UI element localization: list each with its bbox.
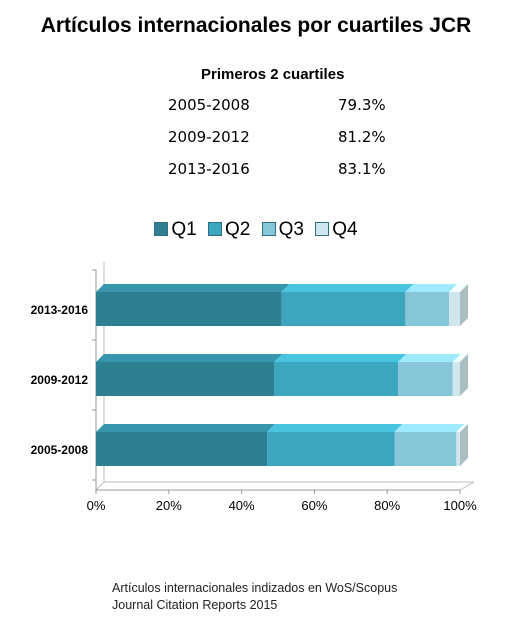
summary-value: 79.3% [338,96,386,114]
bar-top-q3 [394,424,465,432]
summary-row: 2005-2008 79.3% [168,96,428,128]
x-tick-label: 0% [87,498,106,513]
summary-row: 2009-2012 81.2% [168,128,428,160]
footnote: Artículos internacionales indizados en W… [112,580,397,614]
bar-top-q4 [449,284,468,292]
summary-period: 2005-2008 [168,96,250,114]
bar-top-q3 [405,284,458,292]
category-label: 2009-2012 [31,373,89,387]
summary-heading: Primeros 2 cuartiles [201,66,345,83]
bar-segment-q2 [274,362,399,396]
bar-top-q1 [96,354,283,362]
bar-segment-q4 [456,432,460,466]
bar-segment-q1 [96,362,275,396]
legend-label-q3: Q3 [278,219,304,240]
legend-label-q2: Q2 [225,219,251,240]
summary-row: 2013-2016 83.1% [168,160,428,192]
summary-period: 2009-2012 [168,128,250,146]
bar-segment-q2 [281,292,406,326]
bar-segment-q2 [267,432,395,466]
bar-segment-q4 [449,292,460,326]
bar-top-q3 [398,354,461,362]
bar-top-q2 [267,424,403,432]
bar-end-cap [460,424,468,466]
bar-segment-q3 [398,362,453,396]
x-tick-label: 80% [374,498,400,513]
bar-top-q4 [452,354,468,362]
legend-item-q4: Q4 [315,219,358,241]
category-label: 2005-2008 [31,443,89,457]
footnote-line-1: Artículos internacionales indizados en W… [112,581,398,595]
legend-swatch-q2 [208,222,222,236]
bar-top-q1 [96,284,290,292]
bar-end-cap [460,284,468,326]
bar-top-q1 [96,424,276,432]
bar-segment-q4 [452,362,460,396]
footnote-line-2: Journal Citation Reports 2015 [112,598,278,612]
legend-item-q3: Q3 [261,219,304,241]
summary-value: 83.1% [338,160,386,178]
legend-swatch-q4 [315,222,330,236]
summary-period: 2013-2016 [168,160,250,178]
bar-end-cap [460,354,468,396]
legend-label-q4: Q4 [332,219,358,240]
x-tick-label: 40% [229,498,255,513]
bar-segment-q3 [394,432,457,466]
legend-item-q2: Q2 [208,219,250,241]
bar-top-q2 [281,284,414,292]
bar-segment-q1 [96,292,282,326]
legend-item-q1: Q1 [154,219,197,241]
x-tick-label: 60% [301,498,327,513]
stacked-bar-chart: 2013-2016 2009-2012 2005-2008 0% 20% 40% 60% 80… [31,262,477,513]
summary-value: 81.2% [338,128,386,146]
bar-top-q4 [456,424,468,432]
legend-label-q1: Q1 [171,219,197,240]
bar-segment-q3 [405,292,450,326]
floor-edges [95,481,475,491]
chart-legend: Q1 Q2 Q3 Q4 [0,219,512,241]
chart-title: Artículos internacionales por cuartiles … [40,14,472,37]
legend-swatch-q3 [261,222,276,236]
legend-swatch-q1 [154,222,169,236]
x-tick-label: 20% [156,498,182,513]
x-tick-label: 100% [443,498,477,513]
category-label: 2013-2016 [31,303,89,317]
bar-segment-q1 [96,432,268,466]
summary-table: 2005-2008 79.3% 2009-2012 81.2% 2013-201… [168,96,428,192]
bar-top-q2 [274,354,407,362]
